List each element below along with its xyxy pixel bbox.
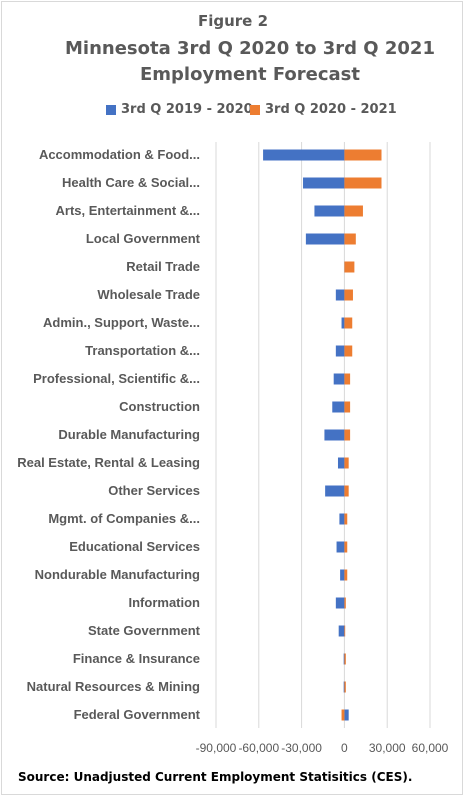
bar [344, 485, 349, 497]
bar [340, 569, 345, 581]
x-tick-label: -30,000 [281, 741, 322, 755]
chart-title-line-2: Employment Forecast [139, 64, 360, 85]
legend-swatch-2019-2020 [106, 104, 116, 115]
category-label: Wholesale Trade [97, 287, 200, 302]
bar [344, 261, 355, 273]
category-label: Natural Resources & Mining [27, 679, 200, 694]
bar [324, 429, 345, 441]
bar [344, 597, 346, 609]
bar [344, 233, 356, 245]
bar [335, 597, 345, 609]
category-label: Finance & Insurance [73, 651, 200, 666]
bar [314, 205, 345, 217]
category-label: Nondurable Manufacturing [35, 567, 200, 582]
bar [332, 401, 345, 413]
category-label: Educational Services [69, 539, 200, 554]
category-label: Construction [119, 399, 200, 414]
x-tick-label: 30,000 [369, 741, 406, 755]
source-note: Source: Unadjusted Current Employment St… [18, 770, 413, 784]
legend-item-2019-2020: 3rd Q 2019 - 2020 [106, 102, 253, 117]
bar [344, 205, 363, 217]
category-label: Mgmt. of Companies &... [48, 511, 200, 526]
category-label: Arts, Entertainment &... [56, 203, 200, 218]
bar [335, 345, 345, 357]
bar [344, 569, 348, 581]
bar [344, 457, 349, 469]
category-label: Transportation &... [85, 343, 200, 358]
bar [343, 653, 345, 665]
bar [344, 625, 346, 637]
category-label: Federal Government [74, 707, 201, 722]
bar [344, 177, 382, 189]
bar [341, 709, 345, 721]
bar [344, 345, 353, 357]
bar [333, 373, 345, 385]
bar [341, 317, 345, 329]
bar [303, 177, 345, 189]
category-label: Professional, Scientific &... [33, 371, 200, 386]
category-label: Other Services [108, 483, 200, 498]
bar [344, 149, 382, 161]
bar [344, 513, 348, 525]
bar [305, 233, 345, 245]
bar [344, 429, 351, 441]
x-tick-label: 0 [341, 741, 348, 755]
bar [344, 681, 346, 693]
category-label: Retail Trade [126, 259, 200, 274]
bar [337, 457, 345, 469]
category-label: Information [129, 595, 201, 610]
bar [344, 401, 351, 413]
category-label: Health Care & Social... [62, 175, 200, 190]
bar [335, 289, 345, 301]
bar [344, 289, 353, 301]
legend-label-2020-2021: 3rd Q 2020 - 2021 [265, 102, 397, 117]
category-label: Durable Manufacturing [58, 427, 200, 442]
bar [263, 149, 345, 161]
bar [339, 513, 345, 525]
bar [336, 541, 345, 553]
x-tick-label: -90,000 [196, 741, 237, 755]
x-tick-label: 60,000 [412, 741, 449, 755]
legend-swatch-2020-2021 [250, 104, 260, 115]
bar [338, 625, 345, 637]
category-label: Local Government [86, 231, 201, 246]
legend-item-2020-2021: 3rd Q 2020 - 2021 [250, 102, 397, 117]
bar [344, 541, 348, 553]
x-tick-label: -60,000 [238, 741, 279, 755]
bar [344, 653, 346, 665]
category-label: Admin., Support, Waste... [43, 315, 200, 330]
legend: 3rd Q 2019 - 2020 3rd Q 2020 - 2021 [0, 102, 466, 120]
bar [344, 317, 353, 329]
category-label: Accommodation & Food... [39, 147, 200, 162]
category-label: State Government [88, 623, 201, 638]
bar [344, 373, 351, 385]
chart-title: Minnesota 3rd Q 2020 to 3rd Q 2021 Emplo… [40, 36, 460, 88]
figure-label: Figure 2 [197, 12, 269, 30]
bar [344, 709, 349, 721]
chart-title-line-1: Minnesota 3rd Q 2020 to 3rd Q 2021 [65, 38, 435, 59]
bar [343, 681, 345, 693]
legend-label-2019-2020: 3rd Q 2019 - 2020 [121, 102, 253, 117]
category-label: Real Estate, Rental & Leasing [17, 455, 200, 470]
bar [325, 485, 345, 497]
